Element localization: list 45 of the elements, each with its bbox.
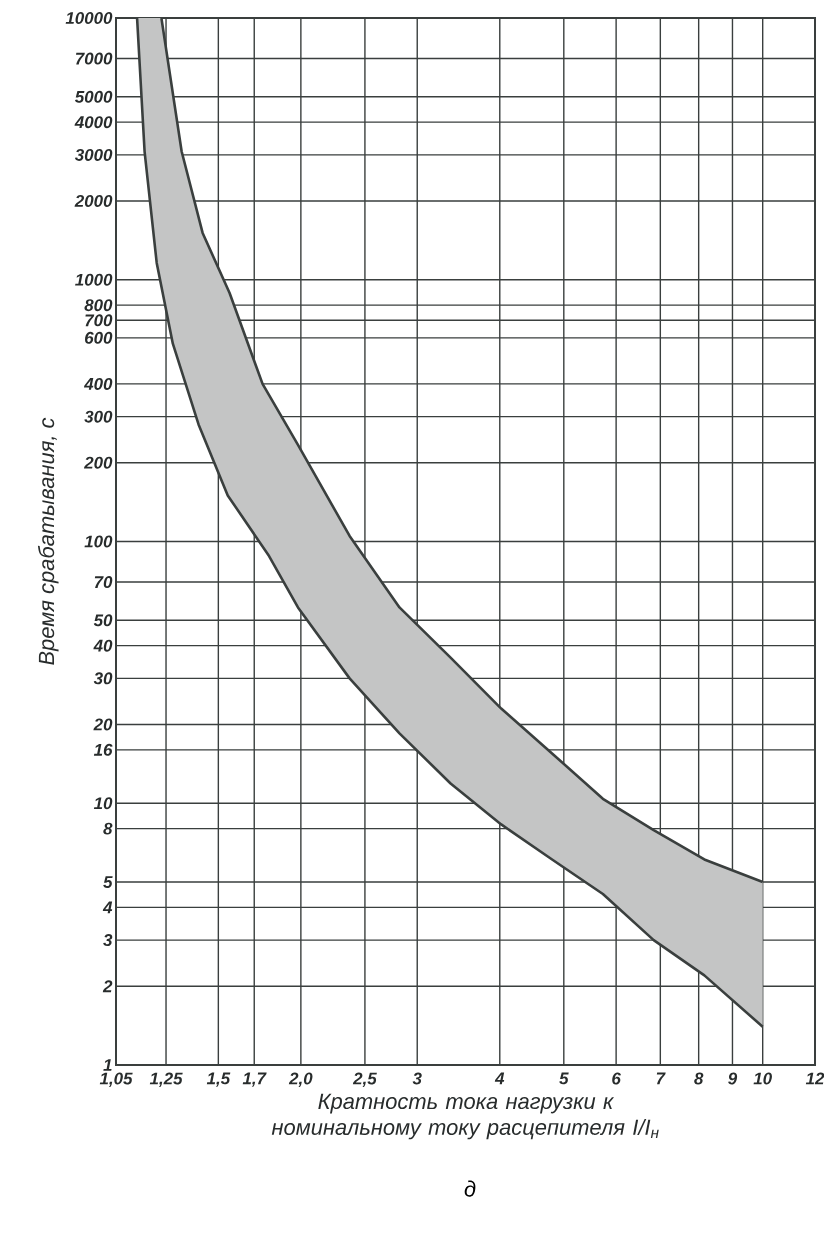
x-tick-label: 10 [753,1072,772,1085]
y-tick-label: 40 [93,639,113,652]
y-tick-label: 8 [103,822,113,835]
x-tick-label: 2,0 [288,1072,313,1087]
x-tick-label: 12 [805,1072,824,1085]
x-tick-label: 5 [559,1072,569,1085]
y-tick-label: 2 [102,980,113,993]
y-axis-title: Время срабатывания, с [37,417,59,665]
y-tick-label: 800 [84,299,113,312]
y-tick-label: 4 [102,901,113,914]
x-tick-label: 1,25 [149,1072,183,1087]
x-tick-label: 8 [694,1072,704,1085]
x-tick-label: 1,5 [206,1072,231,1087]
y-tick-label: 700 [85,314,113,327]
y-tick-label: 16 [93,743,113,756]
y-tick-label: 10000 [65,12,113,25]
x-tick-label: 1,7 [242,1072,267,1087]
x-axis-title: Кратность тока нагрузки к номинальному току расцепителя I/I$_{н}$ [271,1093,659,1140]
y-tick-label: 300 [84,410,113,423]
y-tick-label: 7000 [75,52,113,65]
text: д [464,1180,476,1197]
y-tick-label: 5 [103,876,113,888]
y-tick-label: 30 [93,672,113,685]
y-tick-label: 1000 [75,273,113,286]
y-tick-label: 70 [94,576,113,589]
x-tick-label: 6 [612,1072,621,1085]
x-tick-label: 9 [728,1072,738,1085]
y-tick-label: 3000 [74,148,113,161]
x-tick-label: 2,5 [352,1072,377,1087]
y-tick-label: 400 [83,377,113,390]
x-tick-label: 4 [494,1072,505,1085]
y-tick-label: 600 [85,331,113,344]
y-tick-label: 100 [84,535,113,548]
y-tick-label: 3 [103,934,113,947]
y-tick-label: 10 [93,797,113,810]
y-tick-label: 2000 [74,194,113,207]
x-tick-label: 7 [656,1072,666,1085]
y-tick-label: 200 [83,456,113,469]
y-tick-label: 4000 [74,116,113,129]
y-tick-label: 1 [103,1059,112,1071]
x-tick-label: 3 [412,1072,422,1085]
y-tick-label: 5000 [74,90,113,103]
y-tick-label: 50 [93,614,113,627]
y-tick-label: 20 [93,718,113,731]
x-tick-label: 1,05 [99,1072,133,1087]
